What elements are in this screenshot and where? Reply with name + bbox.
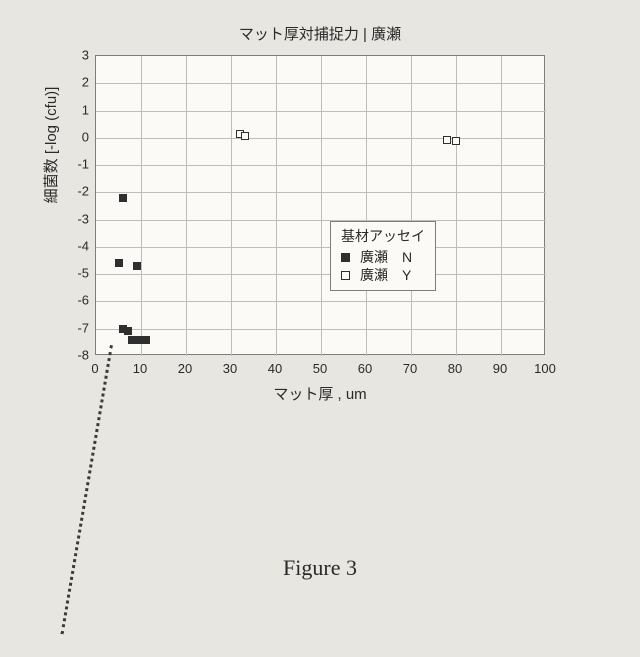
legend-item: 廣瀬 Y — [341, 266, 425, 284]
legend-label: 廣瀬 Y — [360, 266, 411, 284]
x-tick-label: 30 — [223, 361, 237, 376]
plot-area: 基材アッセイ廣瀬 N廣瀬 Y — [95, 55, 545, 355]
y-tick-label: 0 — [65, 129, 89, 144]
gridline-h — [96, 274, 546, 275]
data-point — [124, 327, 132, 335]
y-tick-label: -6 — [65, 293, 89, 308]
gridline-v — [501, 56, 502, 356]
y-tick-label: -2 — [65, 184, 89, 199]
y-tick-label: -5 — [65, 266, 89, 281]
y-tick-label: -3 — [65, 211, 89, 226]
gridline-v — [456, 56, 457, 356]
gridline-h — [96, 220, 546, 221]
figure-caption: Figure 3 — [0, 555, 640, 581]
gridline-h — [96, 192, 546, 193]
data-point — [133, 262, 141, 270]
gridline-v — [276, 56, 277, 356]
x-tick-label: 50 — [313, 361, 327, 376]
y-tick-label: -1 — [65, 157, 89, 172]
gridline-h — [96, 247, 546, 248]
gridline-h — [96, 111, 546, 112]
x-axis-label: マット厚 , um — [0, 383, 640, 404]
gridline-h — [96, 329, 546, 330]
gridline-h — [96, 165, 546, 166]
x-tick-label: 60 — [358, 361, 372, 376]
legend-title: 基材アッセイ — [341, 226, 425, 246]
y-tick-label: -7 — [65, 320, 89, 335]
x-tick-label: 70 — [403, 361, 417, 376]
y-tick-label: -4 — [65, 238, 89, 253]
page: マット厚対捕捉力 | 廣瀬 基材アッセイ廣瀬 N廣瀬 Y マット厚 , um 細… — [0, 0, 640, 657]
legend-swatch — [341, 271, 350, 280]
x-tick-label: 40 — [268, 361, 282, 376]
y-tick-label: -8 — [65, 348, 89, 363]
y-tick-label: 2 — [65, 75, 89, 90]
chart-title: マット厚対捕捉力 | 廣瀬 — [0, 23, 640, 44]
gridline-h — [96, 301, 546, 302]
legend-item: 廣瀬 N — [341, 248, 425, 266]
data-point — [452, 137, 460, 145]
y-tick-label: 3 — [65, 48, 89, 63]
data-point — [241, 132, 249, 140]
gridline-v — [411, 56, 412, 356]
gridline-v — [366, 56, 367, 356]
gridline-v — [231, 56, 232, 356]
x-tick-label: 0 — [91, 361, 98, 376]
legend: 基材アッセイ廣瀬 N廣瀬 Y — [330, 221, 436, 291]
gridline-v — [186, 56, 187, 356]
x-tick-label: 100 — [534, 361, 556, 376]
gridline-v — [141, 56, 142, 356]
gridline-h — [96, 83, 546, 84]
x-tick-label: 20 — [178, 361, 192, 376]
data-point — [115, 259, 123, 267]
y-axis-label: 細菌数 [-log (cfu)] — [40, 0, 61, 295]
legend-label: 廣瀬 N — [360, 248, 412, 266]
x-tick-label: 90 — [493, 361, 507, 376]
x-tick-label: 10 — [133, 361, 147, 376]
x-tick-label: 80 — [448, 361, 462, 376]
y-tick-label: 1 — [65, 102, 89, 117]
gridline-h — [96, 138, 546, 139]
data-point — [142, 336, 150, 344]
data-point — [119, 194, 127, 202]
data-point — [443, 136, 451, 144]
gridline-v — [321, 56, 322, 356]
legend-swatch — [341, 253, 350, 262]
